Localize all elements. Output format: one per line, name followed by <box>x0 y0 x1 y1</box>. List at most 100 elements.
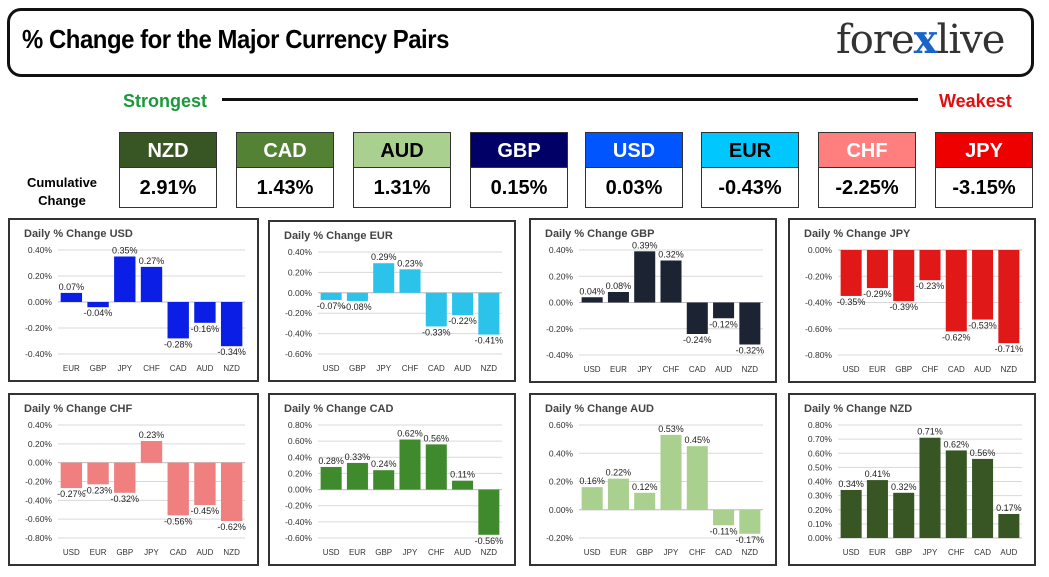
ranking-currency: EUR <box>701 132 799 168</box>
ranking-currency: AUD <box>353 132 451 168</box>
bar <box>919 437 941 538</box>
x-tick-label: CAD <box>715 548 732 557</box>
chart-title: Daily % Change USD <box>24 228 133 240</box>
bar <box>220 302 243 347</box>
bar <box>713 509 735 526</box>
y-tick-label: -0.60% <box>25 514 52 524</box>
data-label: -0.33% <box>422 327 451 337</box>
x-tick-label: NZD <box>1001 365 1018 374</box>
y-tick-label: 0.00% <box>288 485 313 495</box>
ranking-nzd: NZD 2.91% <box>119 132 217 208</box>
bar <box>686 446 708 510</box>
ranking-currency: CAD <box>236 132 334 168</box>
bar <box>452 480 474 490</box>
data-label: -0.35% <box>837 297 866 307</box>
bar-chart: Daily % Change CAD 0.80% 0.60% 0.40% 0.20% 0.… <box>284 403 504 557</box>
x-tick-label: EUR <box>90 548 107 557</box>
y-tick-label: 0.40% <box>288 247 313 257</box>
chart-panel-6: Daily % Change AUD 0.60% 0.40% 0.20% 0.00% -0… <box>529 393 777 566</box>
y-tick-label: -0.60% <box>805 324 832 334</box>
bar <box>866 480 888 538</box>
y-tick-label: 0.40% <box>288 452 313 462</box>
bar <box>998 250 1020 344</box>
bar <box>399 269 421 293</box>
y-tick-label: -0.20% <box>285 501 312 511</box>
data-label: 0.11% <box>450 470 475 480</box>
bar-chart: Daily % Change CHF0.40%0.20%0.00%-0.20%-… <box>24 403 246 557</box>
x-tick-label: CHF <box>689 548 706 557</box>
bar <box>87 462 109 485</box>
x-tick-label: EUR <box>63 364 80 373</box>
bar <box>607 478 629 510</box>
ranking-eur: EUR -0.43% <box>701 132 799 208</box>
x-tick-label: NZD <box>742 365 759 374</box>
y-tick-label: 0.60% <box>549 420 574 430</box>
x-tick-label: AUD <box>454 548 471 557</box>
data-label: 0.41% <box>865 469 891 479</box>
bar <box>581 487 603 510</box>
x-tick-label: AUD <box>196 364 213 373</box>
x-tick-label: GBP <box>90 364 107 373</box>
y-tick-label: -0.40% <box>546 350 573 360</box>
bar-chart: Daily % Change USD 0.40% 0.20% 0.00% -0.20% -… <box>24 228 246 373</box>
bar <box>320 292 342 300</box>
x-tick-label: JPY <box>637 365 652 374</box>
chart-title: Daily % Change CAD <box>284 403 393 415</box>
ranking-gbp: GBP 0.15% <box>470 132 568 208</box>
bar <box>581 297 603 303</box>
y-tick-label: 0.20% <box>288 267 313 277</box>
data-label: -0.56% <box>475 536 504 546</box>
data-label: -0.08% <box>343 302 372 312</box>
data-label: -0.45% <box>191 506 220 516</box>
data-label: 0.24% <box>371 459 397 469</box>
ranking-value: 1.43% <box>236 168 334 208</box>
data-label: 0.04% <box>579 286 605 296</box>
chart-panel-0: Daily % Change USD 0.40% 0.20% 0.00% -0.20% -… <box>8 218 259 382</box>
x-tick-label: AUD <box>715 365 732 374</box>
x-tick-label: NZD <box>223 364 240 373</box>
y-tick-label: -0.20% <box>805 271 832 281</box>
bar <box>866 250 888 289</box>
y-tick-label: 0.40% <box>28 245 53 255</box>
bar <box>194 302 216 323</box>
data-label: 0.23% <box>397 258 423 268</box>
bar <box>346 462 368 490</box>
bar-chart: Daily % Change AUD 0.60% 0.40% 0.20% 0.00% -0… <box>545 403 764 557</box>
weakest-label: Weakest <box>939 91 1012 111</box>
x-tick-label: USD <box>323 364 340 373</box>
x-tick-label: CHF <box>428 548 445 557</box>
x-tick-label: CAD <box>689 365 706 374</box>
x-tick-label: USD <box>323 548 340 557</box>
y-tick-label: 0.00% <box>549 505 574 515</box>
chart-panel-3: Daily % Change JPY 0.00% -0.20% -0.40% -0.60… <box>788 218 1036 383</box>
ranking-usd: USD 0.03% <box>585 132 683 208</box>
data-label: 0.56% <box>424 433 450 443</box>
y-tick-label: 0.00% <box>808 533 833 543</box>
bar <box>840 489 862 538</box>
y-tick-label: -0.40% <box>285 517 312 527</box>
data-label: -0.11% <box>710 526 738 536</box>
bar <box>194 462 216 506</box>
data-label: 0.07% <box>59 282 85 292</box>
y-tick-label: 0.60% <box>808 448 833 458</box>
data-label: 0.39% <box>632 240 658 250</box>
chart-title: Daily % Change EUR <box>284 230 393 242</box>
x-tick-label: GBP <box>636 548 653 557</box>
bar <box>840 250 862 296</box>
data-label: -0.29% <box>863 289 892 299</box>
bar <box>320 466 342 490</box>
data-label: -0.32% <box>111 494 140 504</box>
bar <box>140 441 163 463</box>
cumulative-change-label: Cumulative Change <box>26 175 98 208</box>
bar <box>167 302 189 339</box>
x-tick-label: JPY <box>376 364 391 373</box>
x-tick-label: USD <box>843 548 860 557</box>
y-tick-label: 0.20% <box>808 505 833 515</box>
x-tick-label: GBP <box>116 548 133 557</box>
y-tick-label: 0.20% <box>28 271 53 281</box>
y-tick-label: -0.20% <box>25 477 52 487</box>
page-title: % Change for the Major Currency Pairs <box>22 24 449 54</box>
bar <box>893 250 915 302</box>
chart-panel-2: Daily % Change GBP 0.40% 0.20% 0.00% -0.20% -… <box>529 218 777 383</box>
ranking-value: -2.25% <box>818 168 916 208</box>
